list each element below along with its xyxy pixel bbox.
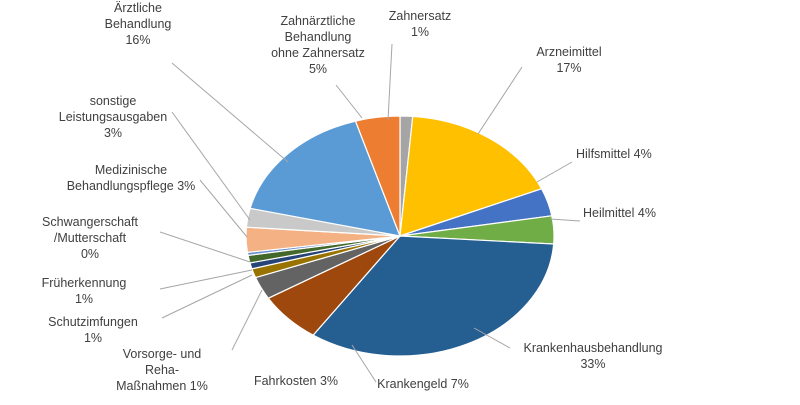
pie-slice <box>249 120 401 237</box>
slice-labels: Zahnersatz 1% Arzneimittel 17% Hilfsmittel 4… <box>42 1 663 393</box>
slice-label: Ärztliche Behandlung 16% <box>105 1 172 47</box>
leader-line <box>171 111 251 221</box>
slice-label: Schutzimfungen 1% <box>48 315 138 345</box>
slice-label: Krankengeld 7% <box>377 377 469 391</box>
slice-label: Krankenhausbehandlung 33% <box>523 341 662 371</box>
pie-slice <box>312 235 555 357</box>
leader-line <box>161 274 253 319</box>
leader-line <box>159 231 251 263</box>
leader-line <box>477 66 523 135</box>
leader-line <box>536 161 573 183</box>
pie-slice <box>354 115 401 237</box>
leader-line <box>549 218 581 222</box>
leader-line <box>231 289 263 351</box>
slice-label: Vorsorge- und Reha-Maßnahmen 1% <box>116 347 208 393</box>
leader-line <box>335 84 363 119</box>
leader-lines <box>159 43 581 383</box>
slice-label: Zahnersatz 1% <box>389 9 452 39</box>
slice-label: Fahrkosten 3% <box>254 374 338 388</box>
leader-line <box>159 269 253 290</box>
slice-label: Schwangerschaft/Mutterschaft 0% <box>42 215 138 261</box>
leader-line <box>387 43 393 121</box>
slice-label: Hilfsmittel 4% <box>576 147 652 161</box>
leader-line <box>473 327 511 349</box>
slice-label: Medizinische Behandlungspflege 3% <box>67 163 196 193</box>
slice-label: Heilmittel 4% <box>583 206 656 220</box>
slice-label: Zahnärztliche Behandlung ohne Zahnersatz 5% <box>271 14 365 76</box>
leader-line <box>199 179 248 238</box>
slice-label: Früherkennung 1% <box>42 276 127 306</box>
leader-line <box>171 62 289 163</box>
leader-line <box>351 344 377 383</box>
pie-slices <box>245 115 555 357</box>
slice-label: Arzneimittel 17% <box>536 45 601 75</box>
slice-label: sonstige Leistungsausgaben 3% <box>59 94 167 140</box>
pie-slice <box>399 115 543 237</box>
